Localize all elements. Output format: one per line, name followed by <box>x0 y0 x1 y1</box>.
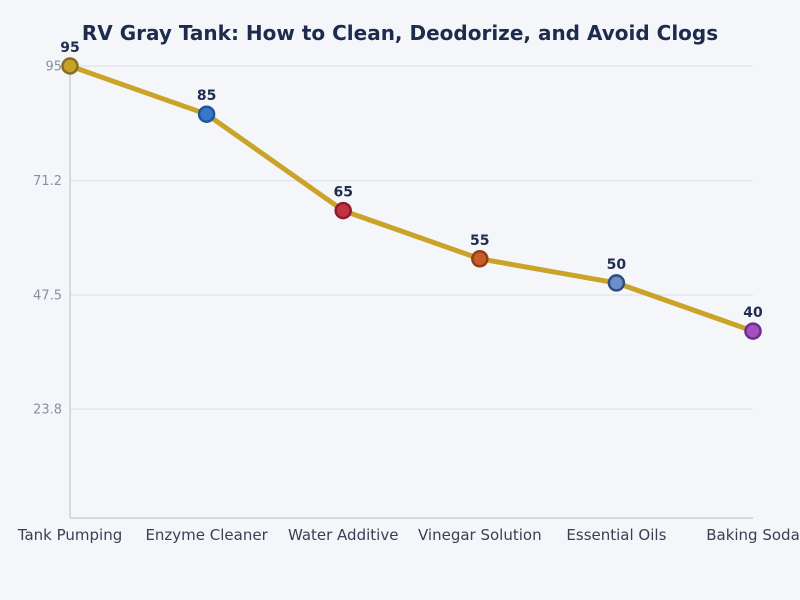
data-point-value-label: 95 <box>60 40 79 56</box>
data-point <box>334 201 352 220</box>
data-point <box>61 57 79 75</box>
data-point <box>471 250 489 268</box>
data-point-value-label: 65 <box>333 185 352 201</box>
data-point-value-label: 40 <box>743 305 763 321</box>
y-tick-label: 47.5 <box>33 288 62 303</box>
chart-title: RV Gray Tank: How to Clean, Deodorize, a… <box>82 21 718 45</box>
y-tick-label: 95 <box>45 60 62 75</box>
labels-layer: 95 71.2 47.5 23.8 95 Tank Pumping 85 Enzyme Cle… <box>17 40 800 544</box>
x-tick-label: Essential Oils <box>566 526 666 544</box>
gridlines-layer <box>70 65 753 410</box>
data-point <box>607 274 626 292</box>
x-tick-label: Tank Pumping <box>17 526 122 544</box>
data-point-value-label: 50 <box>607 257 627 273</box>
data-point-value-label: 85 <box>197 88 216 104</box>
x-tick-label: Vinegar Solution <box>418 526 542 544</box>
data-point <box>744 322 762 340</box>
data-point <box>197 105 216 123</box>
trend-line <box>67 63 756 334</box>
y-tick-label: 23.8 <box>33 403 62 418</box>
x-tick-label: Water Additive <box>288 526 398 544</box>
data-point-value-label: 55 <box>470 233 489 249</box>
axes-layer <box>69 66 753 519</box>
x-tick-label: Enzyme Cleaner <box>145 526 268 544</box>
y-tick-label: 71.2 <box>33 174 62 189</box>
series-layer <box>61 57 762 340</box>
x-tick-label: Baking Soda <box>706 526 800 544</box>
